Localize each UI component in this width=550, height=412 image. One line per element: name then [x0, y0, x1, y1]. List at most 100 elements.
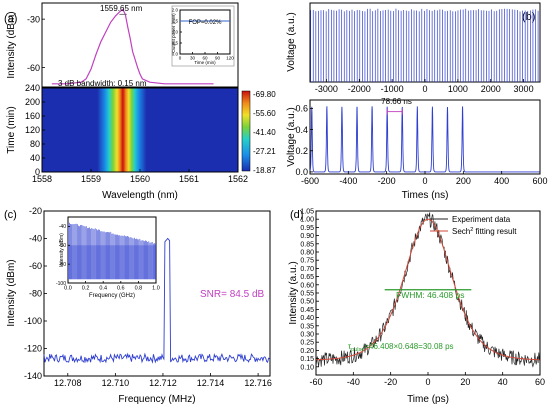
panel-a: (a) -30 -60 1559.65 nm 3 dB bandwidth: 0.…: [4, 2, 276, 201]
autocorr-y-tick-label-11: 0.65: [300, 274, 314, 281]
peak-wavelength-label: 1559.65 nm: [100, 4, 143, 13]
colorbar-tick-label-2: -41.40: [253, 128, 276, 137]
colorbar-labels: -69.80 -55.60 -41.40 -27.21 -18.87: [253, 90, 276, 175]
autocorr-y-tick-label-19: 1.05: [300, 208, 314, 215]
power-inset-y-tick-label-3: 1.5: [172, 19, 179, 24]
autocorr-y-tick-label-2: 0.20: [300, 348, 314, 355]
pulse-top-x-tick-label-2: -1000: [381, 84, 404, 94]
pulse-top-ticks: -3000 -2000 -1000 0 1000 2000 3000: [315, 79, 534, 94]
spectrum-axes-frame: [41, 2, 239, 88]
legend-fit-label: Sech2 fitting result: [452, 227, 517, 236]
heatmap-x-tick-label-1: 1559: [81, 174, 101, 184]
pulse-width-label: τpulse=46.408×0.648=30.08 ps: [348, 342, 454, 353]
panel-label-b: (b): [522, 11, 535, 23]
pulse-bottom-ylabel: Voltage (a.u.): [286, 107, 297, 166]
pulse-top-trace: [310, 8, 539, 82]
pulse-bottom-x-tick-label-1: -400: [339, 176, 357, 186]
legend-fit-sup: 2: [470, 227, 473, 233]
power-inset-x-tick-label-4: 120: [226, 56, 234, 61]
rf-spectrum-line: [43, 237, 270, 364]
power-inset-y-tick-label-4: 2.0: [172, 8, 179, 13]
rf-y-tick-label-6: -140: [24, 371, 42, 381]
pulse-bottom-y-tick-label-0: 0.0: [295, 167, 308, 177]
rf-inset-x-tick-label-1: 0.2: [82, 286, 90, 292]
pulse-top-x-tick-label-5: 2000: [481, 84, 501, 94]
pulse-bottom-x-tick-label-3: 0: [422, 176, 427, 186]
heatmap-xlabel: Wavelength (nm): [102, 190, 178, 201]
autocorr-y-tick-label-6: 0.40: [300, 315, 314, 322]
power-inset: 0 30 60 90 120 0.0 0.5 1.0 1.5 2.0 FOP=0.02% Time…: [171, 5, 235, 67]
autocorr-x-tick-label-4: 20: [460, 377, 470, 387]
rf-inset-y-tick-label-0: -40: [59, 224, 66, 230]
rf-x-tick-label-3: 12.714: [197, 378, 225, 388]
panel-label-c: (c): [4, 209, 17, 221]
pulse-train-bottom: -600 -400 -200 0 200 400 600 0.0 0.2 0.4 0.6 78.66…: [286, 97, 548, 201]
snr-label: SNR= 84.5 dB: [200, 289, 265, 300]
autocorr-y-tick-label-17: 0.95: [300, 225, 314, 232]
rf-inset-trace: [68, 222, 156, 280]
rf-x-tick-label-2: 12.712: [149, 378, 177, 388]
autocorr-y-tick-label-9: 0.55: [300, 290, 314, 297]
sech-fit-line: [316, 218, 540, 361]
rf-inset-x-tick-label-2: 0.4: [99, 286, 107, 292]
power-inset-ylabel: Output power (mW): [171, 13, 176, 53]
heatmap-ticks: 1558 1559 1560 1561 1562 0 40 80 120 160 200 240: [25, 83, 248, 184]
pulse-bottom-xlabel: Times (ns): [402, 190, 449, 201]
pulse-top-x-tick-label-3: 0: [422, 84, 427, 94]
autocorr-y-tick-label-7: 0.45: [300, 307, 314, 314]
panel-c: (c) 12.708 12.710 12.712 12.714 12.716 -20 -40…: [4, 206, 272, 405]
autocorr-ticks: -60 -40 -20 0 20 40 60 0.100.150.200.25 0.300.35…: [300, 208, 545, 387]
rf-inset-xlabel: Frequency (GHz): [89, 293, 135, 299]
rf-x-tick-label-1: 12.710: [102, 378, 130, 388]
heatmap-y-tick-label-0: 0: [35, 167, 40, 177]
autocorr-y-tick-label-4: 0.30: [300, 331, 314, 338]
spectrum-y-tick-label-0: -30: [27, 14, 40, 24]
panel-b: (b) -3000 -2000 -1000 0 1000 2000 3000 Voltage…: [286, 2, 548, 201]
heatmap-plot: 1558 1559 1560 1561 1562 0 40 80 120 160 200 240 Ti…: [6, 83, 276, 201]
rf-ylabel: Intensity (dBm): [6, 259, 17, 326]
autocorr-y-tick-label-16: 0.90: [300, 233, 314, 240]
autocorr-y-tick-label-5: 0.35: [300, 323, 314, 330]
power-inset-y-tick-label-2: 1.0: [172, 30, 179, 35]
bandwidth-label: 3 dB bandwidth: 0.15 nm: [58, 79, 147, 88]
colorbar-tick-label-4: -18.87: [253, 166, 276, 175]
spectrum-y-tick-label-1: -60: [27, 63, 40, 73]
rf-y-tick-label-0: -20: [29, 206, 42, 216]
rf-inset-frame: [67, 216, 157, 284]
pulse-bottom-y-tick-label-2: 0.4: [295, 125, 308, 135]
rf-x-tick-label-0: 12.708: [54, 378, 82, 388]
rf-y-tick-label-1: -40: [29, 234, 42, 244]
autocorr-y-tick-label-8: 0.50: [300, 299, 314, 306]
heatmap-y-tick-label-3: 120: [25, 125, 40, 135]
heatmap-x-tick-label-2: 1560: [130, 174, 150, 184]
autocorr-xlabel: Time (ps): [407, 394, 449, 405]
power-inset-x-tick-label-1: 30: [190, 56, 196, 61]
rf-inset-floor-band: [68, 245, 156, 280]
heatmap-ylabel: Time (min): [6, 106, 17, 153]
pulse-bottom-x-tick-label-4: 200: [456, 176, 471, 186]
rf-inset-ylabel: Intensity (dBm): [59, 233, 65, 267]
legend-fit-rest: fitting result: [473, 227, 517, 236]
pulse-bottom-y-tick-label-3: 0.6: [295, 104, 308, 114]
colorbar-tick-label-0: -69.80: [253, 90, 276, 99]
power-inset-x-tick-label-3: 90: [215, 56, 221, 61]
autocorr-y-tick-label-3: 0.25: [300, 340, 314, 347]
heatmap-y-tick-label-4: 160: [25, 111, 40, 121]
autocorr-legend: Experiment data Sech2 fitting result: [430, 215, 517, 236]
tau-value: =46.408×0.648=30.08 ps: [364, 342, 453, 351]
autocorr-y-tick-label-12: 0.70: [300, 266, 314, 273]
pulse-top-ylabel: Voltage (a.u.): [286, 12, 297, 71]
autocorr-y-tick-label-14: 0.80: [300, 249, 314, 256]
rf-inset-ticks: 0.0 0.2 0.4 0.6 0.8 1.0 -40 -60 -80 -100: [56, 224, 160, 291]
spectrum-line: [51, 8, 214, 85]
rf-inset: 0.0 0.2 0.4 0.6 0.8 1.0 -40 -60 -80 -100 Frequenc…: [56, 214, 162, 300]
fwhm-label: FWHM: 46.408 ps: [396, 290, 465, 300]
legend-experiment-label: Experiment data: [452, 215, 511, 224]
power-inset-y-tick-label-1: 0.5: [172, 41, 179, 46]
heatmap-x-tick-label-4: 1562: [228, 174, 248, 184]
panel-d: (d) -60 -40 -20 0 20 40 60 0.100.150.200.25 0.30…: [288, 208, 545, 405]
experiment-data-line: [315, 212, 540, 368]
rf-x-tick-label-4: 12.716: [244, 378, 272, 388]
autocorr-x-tick-label-5: 40: [498, 377, 508, 387]
